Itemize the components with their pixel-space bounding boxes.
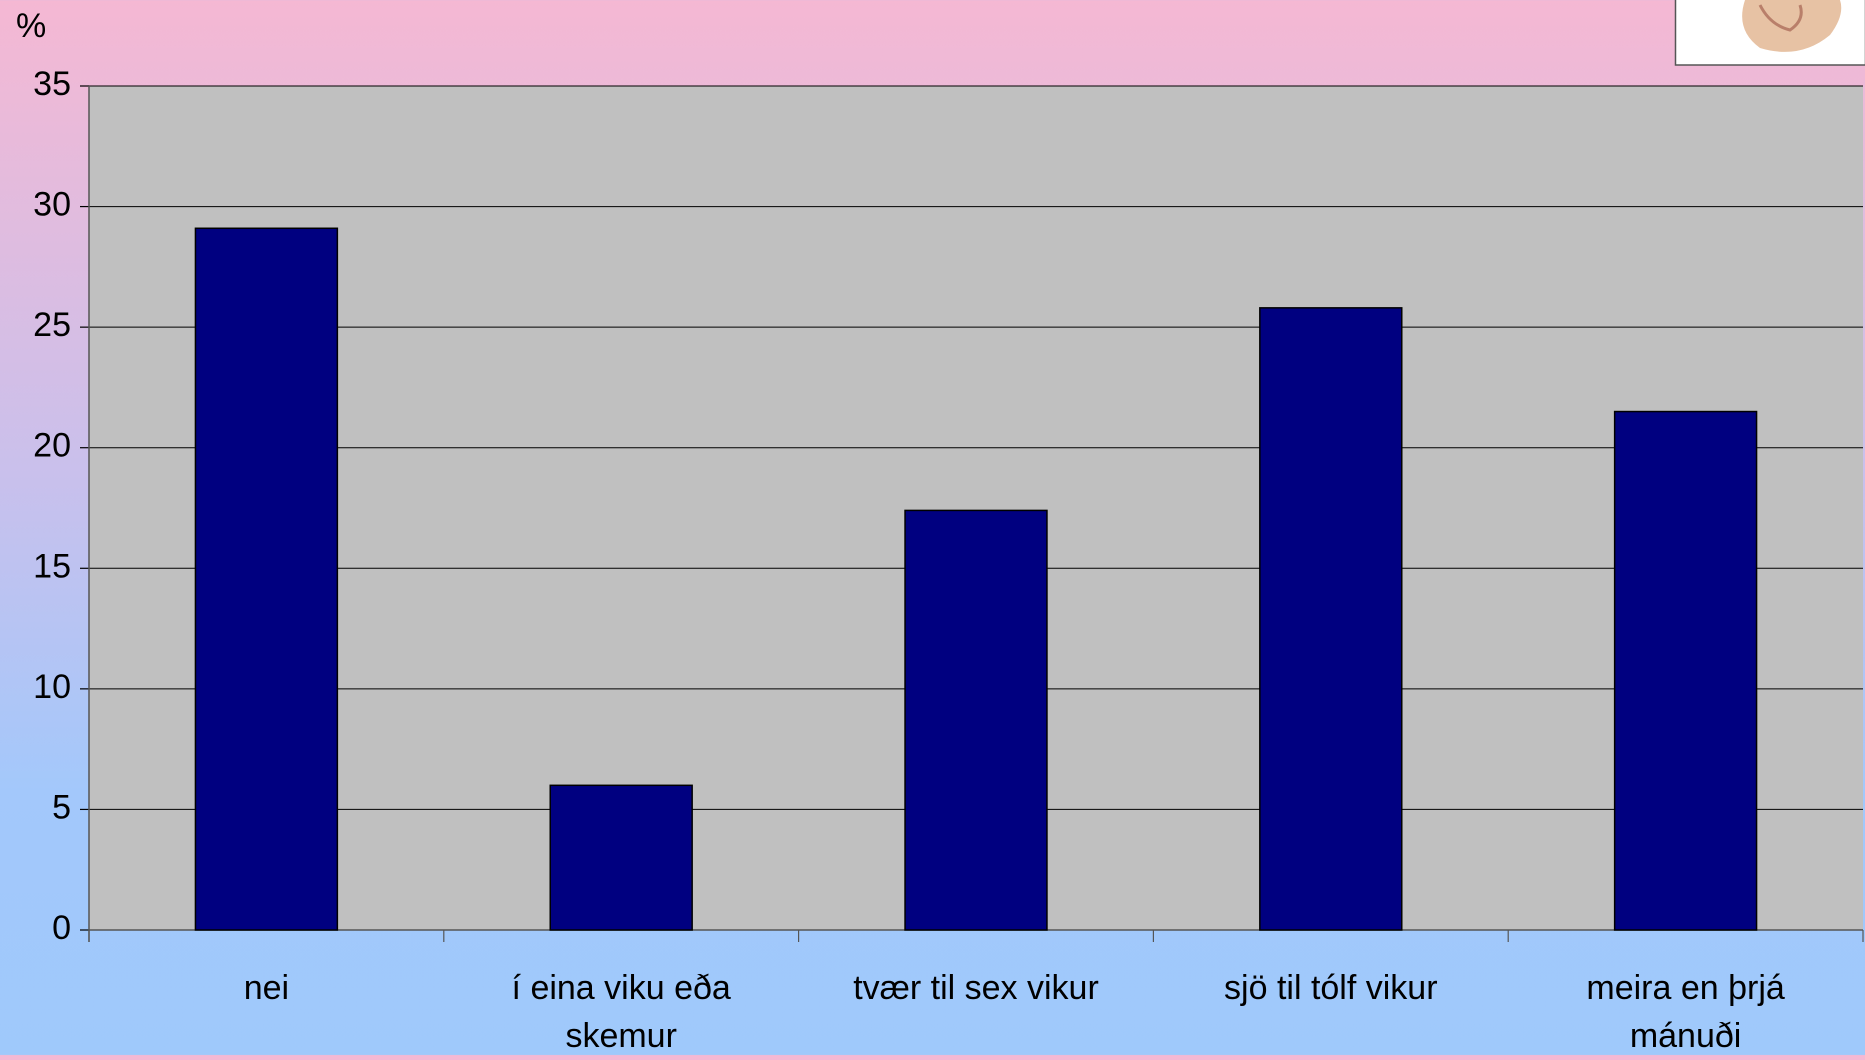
y-tick-label: 10	[33, 668, 71, 706]
logo	[1676, 0, 1865, 65]
bar	[550, 785, 692, 930]
y-tick-label: 5	[52, 788, 71, 826]
y-tick-label: 30	[33, 186, 71, 224]
y-tick-label: 25	[33, 306, 71, 344]
x-tick-label: í eina viku eða skemur	[471, 964, 771, 1060]
bar	[1260, 308, 1402, 930]
x-tick-label: meira en þrjá mánuði	[1536, 964, 1836, 1060]
y-tick-label: 0	[52, 909, 71, 947]
y-tick-label: 15	[33, 547, 71, 585]
y-tick-label: 20	[33, 427, 71, 465]
x-tick-label: nei	[116, 964, 416, 1012]
x-tick-label: sjö til tólf vikur	[1181, 964, 1481, 1012]
bar	[905, 510, 1047, 930]
x-tick-label: tvær til sex vikur	[826, 964, 1126, 1012]
y-axis-label: %	[16, 7, 46, 45]
bar	[1615, 412, 1757, 930]
bar	[195, 228, 337, 930]
y-tick-label: 35	[33, 65, 71, 103]
